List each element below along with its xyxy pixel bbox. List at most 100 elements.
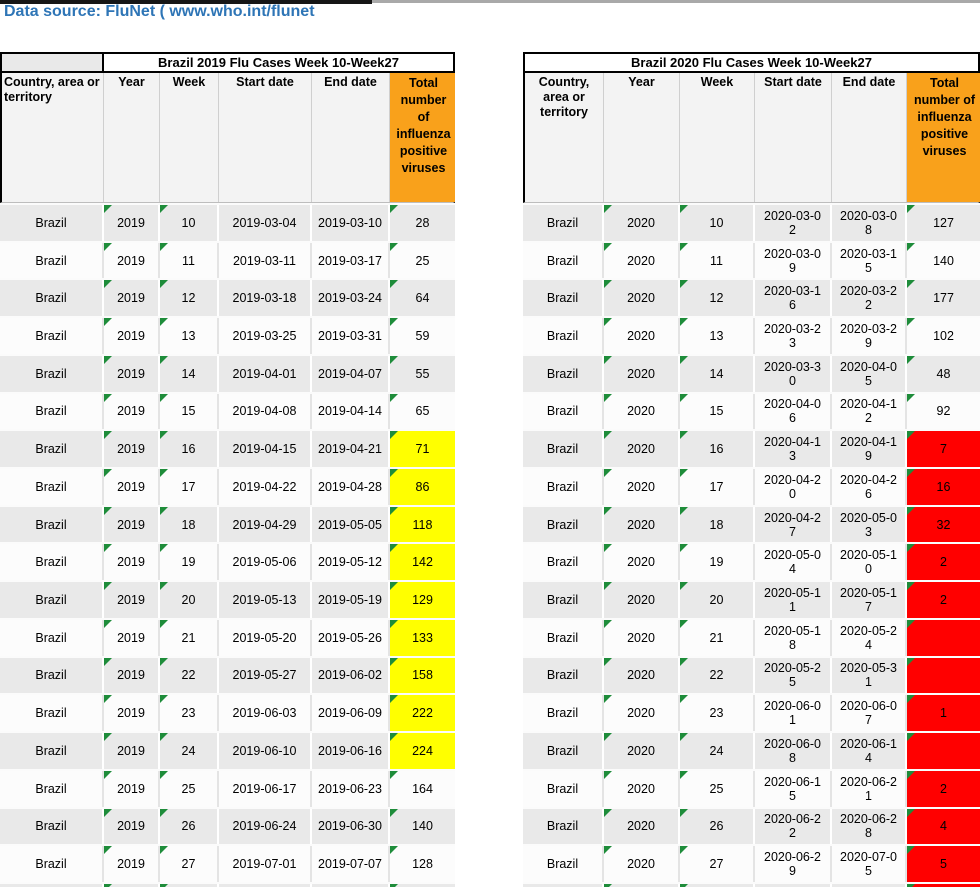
cell-week: 10	[158, 205, 217, 241]
cell-total: 2	[905, 582, 980, 618]
cell-year: 2019	[102, 582, 158, 618]
cell-total-value: 128	[412, 857, 433, 871]
cell-flag-triangle-icon	[104, 431, 112, 439]
cell-start-date: 2020-04-13	[753, 431, 830, 467]
cell-end-date: 2019-05-05	[310, 507, 388, 543]
cell-start-date-value: 2020-05-11	[763, 586, 822, 614]
cell-flag-triangle-icon	[390, 469, 398, 477]
table-row-week-13: Brazil2019132019-03-252019-03-3159	[0, 316, 455, 354]
cell-start-date: 2019-06-24	[217, 809, 310, 845]
cell-week-value: 16	[182, 442, 196, 456]
cell-week: 25	[158, 771, 217, 807]
cell-year-value: 2020	[627, 291, 655, 305]
cell-end-date-value: 2020-07-05	[840, 850, 897, 878]
cell-flag-triangle-icon	[160, 658, 168, 666]
cell-end-date-value: 2020-03-29	[840, 322, 897, 350]
cell-total-value: 59	[416, 329, 430, 343]
cell-start-date: 2019-06-17	[217, 771, 310, 807]
cell-country-value: Brazil	[35, 631, 66, 645]
cell-end-date-value: 2020-05-31	[840, 661, 897, 689]
cell-total-value: 48	[937, 367, 951, 381]
cell-total-value: 129	[412, 593, 433, 607]
cell-week: 18	[678, 507, 753, 543]
cell-year: 2019	[102, 431, 158, 467]
cell-flag-triangle-icon	[160, 205, 168, 213]
cell-country-value: Brazil	[35, 442, 66, 456]
cell-flag-triangle-icon	[104, 280, 112, 288]
cell-start-date: 2020-04-20	[753, 469, 830, 505]
cell-end-date-value: 2019-04-28	[318, 480, 382, 494]
cell-country-value: Brazil	[547, 216, 578, 230]
cell-country-value: Brazil	[547, 706, 578, 720]
cell-start-date-value: 2019-06-10	[233, 744, 297, 758]
table-row-week-11: Brazil2019112019-03-112019-03-1725	[0, 241, 455, 279]
cell-flag-triangle-icon	[604, 469, 612, 477]
cell-end-date: 2020-05-17	[830, 582, 905, 618]
cell-start-date-value: 2020-04-06	[763, 397, 822, 425]
cell-end-date-value: 2019-07-07	[318, 857, 382, 871]
column-header-year: Year	[104, 73, 160, 202]
cell-week: 27	[678, 846, 753, 882]
cell-country-value: Brazil	[35, 744, 66, 758]
cell-week: 13	[678, 318, 753, 354]
cell-flag-triangle-icon	[604, 771, 612, 779]
cell-end-date-value: 2020-03-08	[840, 209, 897, 237]
cell-week: 19	[158, 544, 217, 580]
table-row-week-26: Brazil2020262020-06-222020-06-284	[523, 807, 980, 845]
table-header-row: Country, area or territory Year Week Sta…	[0, 73, 455, 203]
cell-country-value: Brazil	[547, 404, 578, 418]
cell-week: 10	[678, 205, 753, 241]
cell-total-value: 2	[940, 782, 947, 796]
cell-total-value: 1	[940, 706, 947, 720]
cell-week-value: 22	[710, 668, 724, 682]
cell-year: 2019	[102, 658, 158, 694]
cell-end-date-value: 2019-05-26	[318, 631, 382, 645]
cell-country-value: Brazil	[35, 668, 66, 682]
cell-country: Brazil	[0, 695, 102, 731]
cell-week: 12	[158, 280, 217, 316]
cell-year-value: 2019	[117, 216, 145, 230]
cell-flag-triangle-icon	[907, 695, 915, 703]
cell-start-date-value: 2020-03-09	[763, 247, 822, 275]
cell-year-value: 2019	[117, 593, 145, 607]
cell-flag-triangle-icon	[104, 544, 112, 552]
cell-flag-triangle-icon	[160, 469, 168, 477]
cell-flag-triangle-icon	[680, 205, 688, 213]
cell-year: 2019	[102, 809, 158, 845]
cell-flag-triangle-icon	[680, 469, 688, 477]
cell-flag-triangle-icon	[390, 695, 398, 703]
cell-flag-triangle-icon	[604, 205, 612, 213]
cell-year-value: 2019	[117, 518, 145, 532]
cell-year-value: 2020	[627, 819, 655, 833]
cell-end-date-value: 2019-04-21	[318, 442, 382, 456]
cell-start-date-value: 2020-03-16	[763, 284, 822, 312]
cell-week-value: 18	[182, 518, 196, 532]
cell-week-value: 19	[182, 555, 196, 569]
cell-country-value: Brazil	[547, 442, 578, 456]
cell-start-date: 2019-05-27	[217, 658, 310, 694]
cell-year-value: 2020	[627, 518, 655, 532]
cell-week-value: 20	[182, 593, 196, 607]
cell-country: Brazil	[523, 356, 602, 392]
cell-year-value: 2019	[117, 706, 145, 720]
cell-flag-triangle-icon	[160, 280, 168, 288]
table-row-week-12: Brazil2020122020-03-162020-03-22177	[523, 278, 980, 316]
cell-country: Brazil	[523, 394, 602, 430]
cell-country: Brazil	[523, 658, 602, 694]
cell-flag-triangle-icon	[604, 318, 612, 326]
cell-flag-triangle-icon	[907, 733, 915, 741]
cell-flag-triangle-icon	[160, 431, 168, 439]
cell-flag-triangle-icon	[680, 243, 688, 251]
cell-flag-triangle-icon	[907, 356, 915, 364]
cell-end-date: 2020-07-05	[830, 846, 905, 882]
cell-country: Brazil	[523, 695, 602, 731]
cell-end-date-value: 2019-03-24	[318, 291, 382, 305]
cell-end-date: 2019-04-28	[310, 469, 388, 505]
cell-country: Brazil	[0, 469, 102, 505]
cell-start-date: 2019-04-29	[217, 507, 310, 543]
table-row-week-22: Brazil2020222020-05-252020-05-31	[523, 656, 980, 694]
cell-country-value: Brazil	[35, 857, 66, 871]
cell-end-date-value: 2019-05-12	[318, 555, 382, 569]
cell-flag-triangle-icon	[390, 431, 398, 439]
cell-year: 2020	[602, 356, 678, 392]
